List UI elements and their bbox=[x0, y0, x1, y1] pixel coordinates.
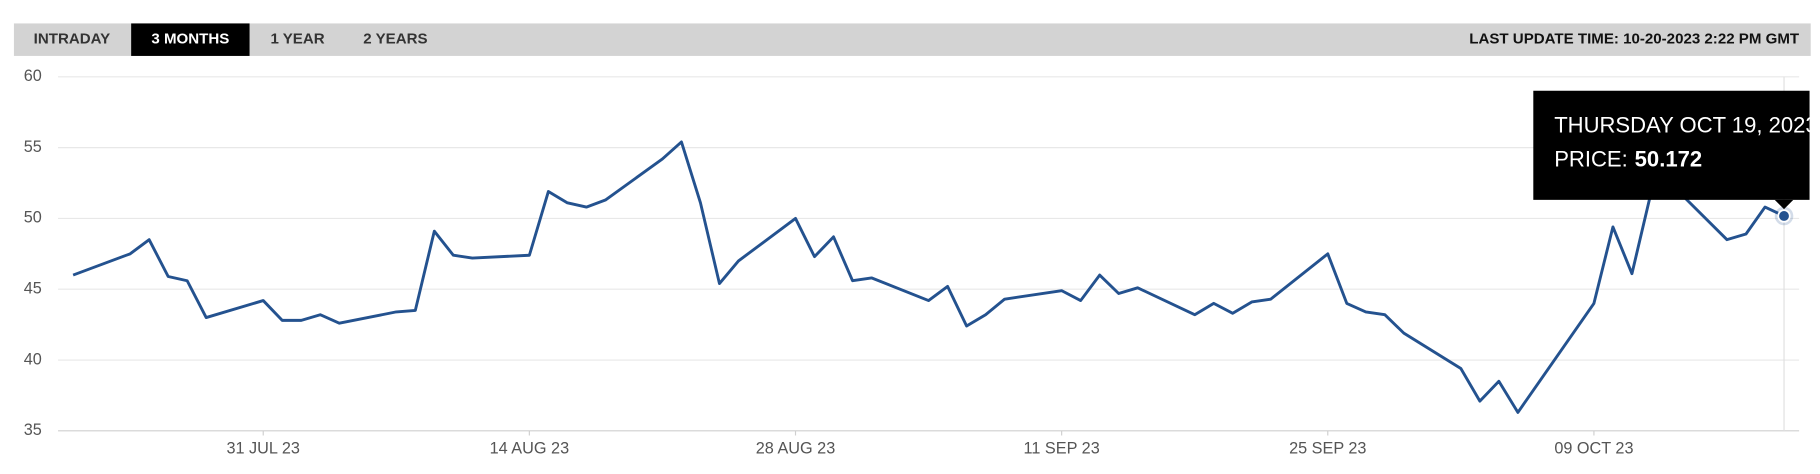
y-tick-label: 60 bbox=[24, 67, 42, 85]
y-tick-label: 40 bbox=[24, 350, 42, 368]
tab[interactable]: 1 YEAR bbox=[270, 31, 324, 48]
tooltip-price: PRICE: 50.172 bbox=[1554, 146, 1702, 171]
tab[interactable]: 2 YEARS bbox=[363, 31, 427, 48]
x-tick-label: 11 SEP 23 bbox=[1024, 440, 1100, 458]
y-tick-label: 50 bbox=[24, 209, 42, 227]
x-tick-label: 25 SEP 23 bbox=[1289, 440, 1366, 458]
last-update: LAST UPDATE TIME: 10-20-2023 2:22 PM GMT bbox=[1469, 31, 1800, 48]
x-tick-label: 31 JUL 23 bbox=[226, 440, 299, 458]
y-tick-label: 45 bbox=[24, 280, 42, 298]
x-tick-label: 28 AUG 23 bbox=[756, 440, 836, 458]
tab[interactable]: INTRADAY bbox=[34, 31, 111, 48]
tab[interactable]: 3 MONTHS bbox=[151, 31, 229, 48]
tooltip-value: 50.172 bbox=[1635, 146, 1702, 171]
tooltip-pointer bbox=[1774, 199, 1794, 210]
plot-area: 35 40 45 50 55 60 31 JUL 23 14 AUG 23 28 AUG 23 1… bbox=[24, 67, 1818, 458]
tooltip-box bbox=[1533, 90, 1810, 200]
tooltip-label: PRICE: bbox=[1554, 146, 1628, 171]
y-tick-label: 55 bbox=[24, 138, 42, 156]
y-tick-label: 35 bbox=[24, 421, 42, 439]
price-line bbox=[72, 140, 1785, 414]
x-tick-label: 09 OCT 23 bbox=[1554, 440, 1633, 458]
tooltip-title: THURSDAY OCT 19, 2023 bbox=[1554, 113, 1817, 138]
toolbar bbox=[13, 23, 1811, 56]
active-tab[interactable] bbox=[131, 23, 250, 56]
x-tick-label: 14 AUG 23 bbox=[490, 440, 570, 458]
hover-point bbox=[1777, 209, 1791, 223]
